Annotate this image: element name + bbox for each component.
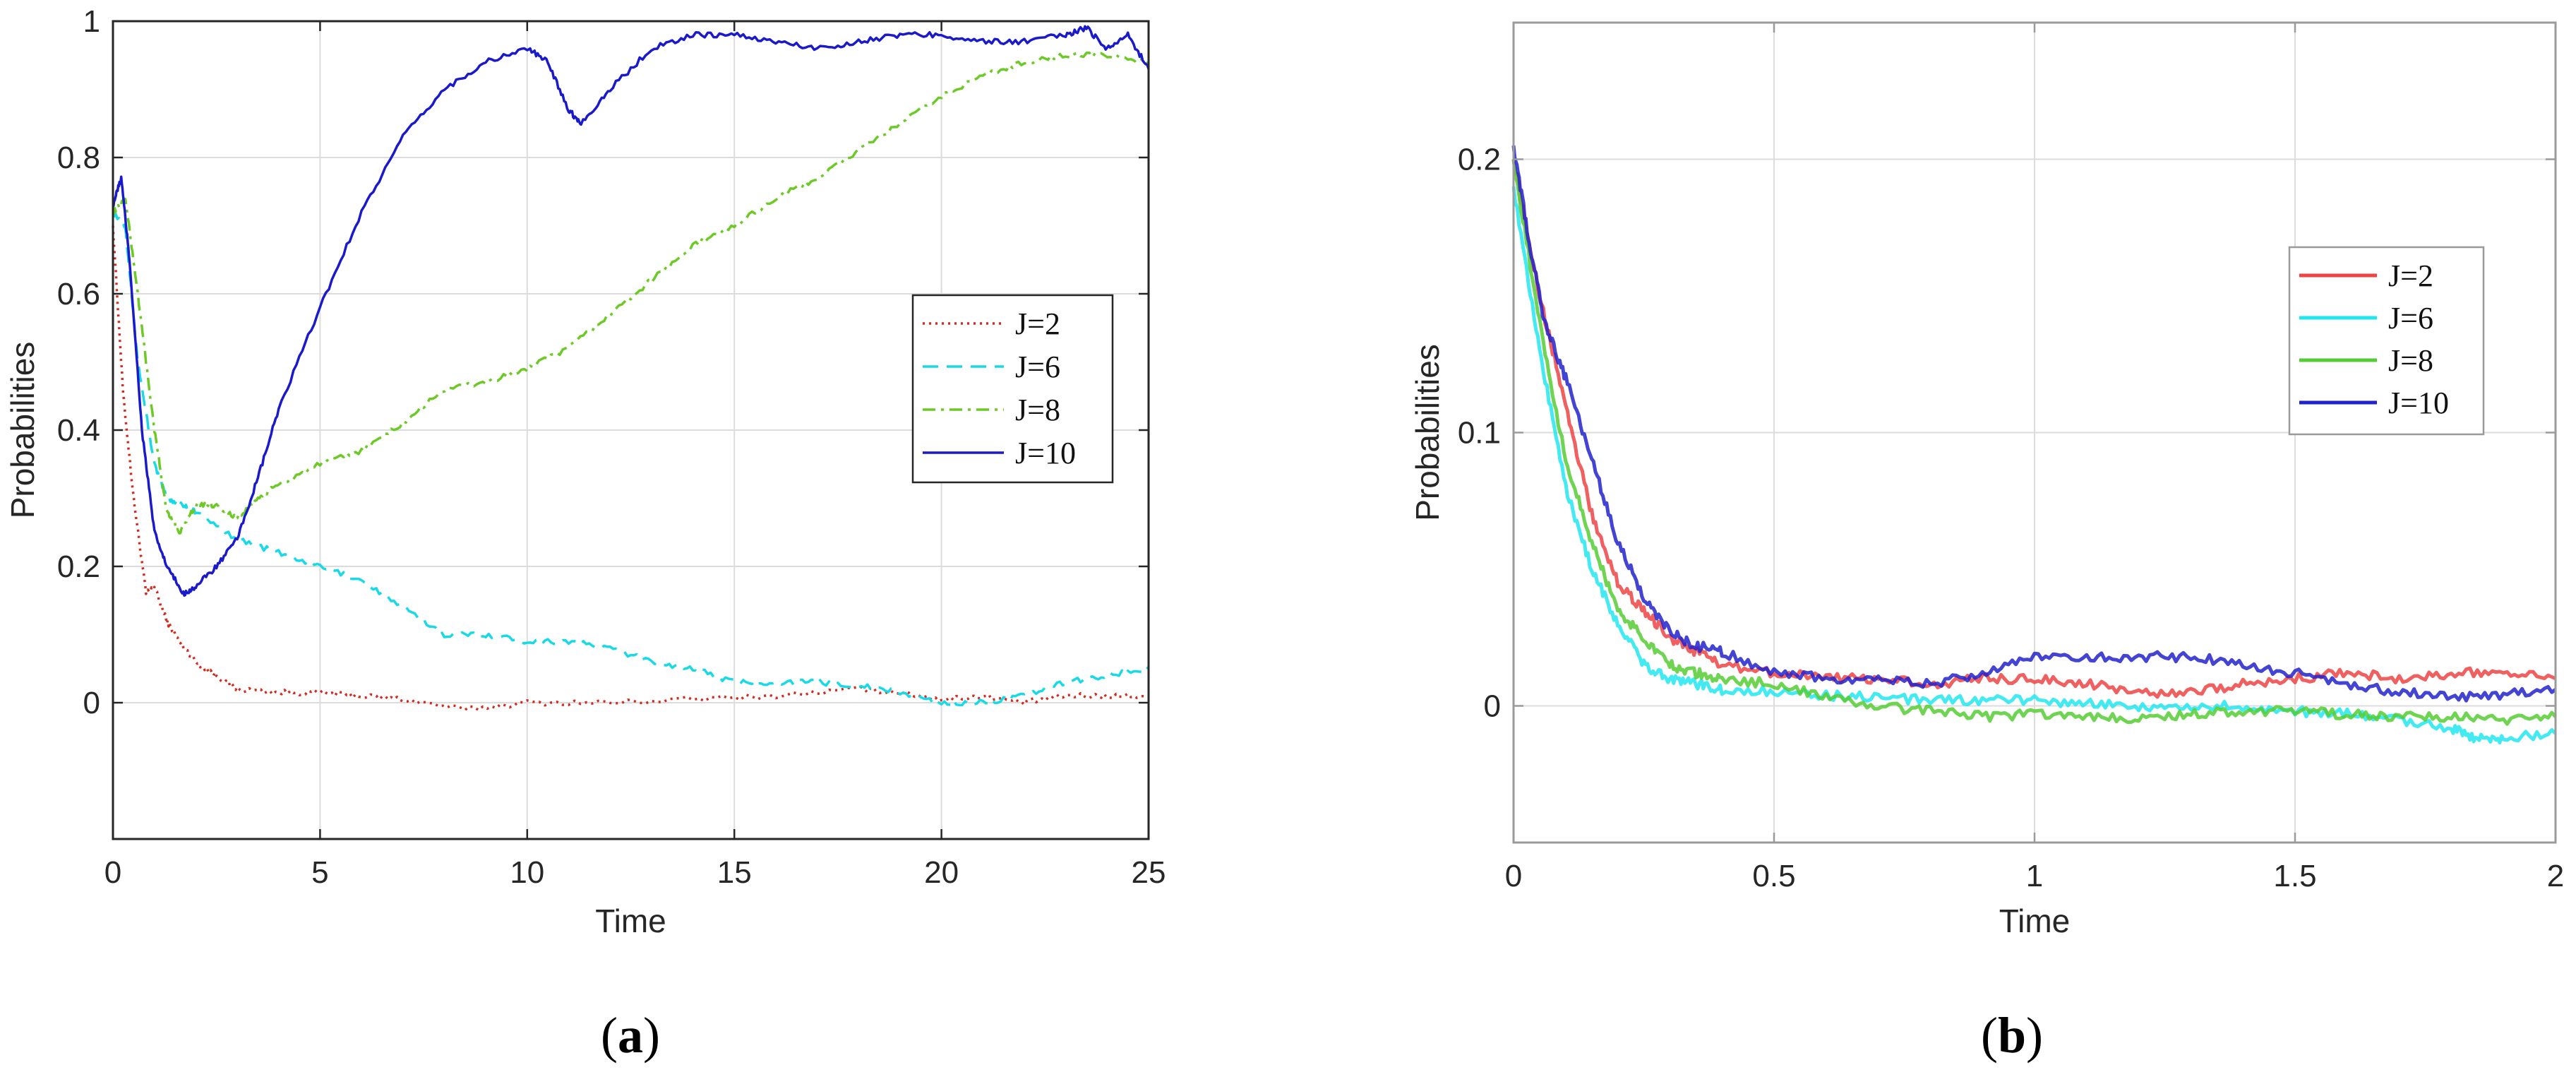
y-tick-label: 0 [1484, 689, 1501, 724]
y-tick-label: 0.4 [57, 413, 100, 448]
chart-a: 0 5 10 15 20 25 0 0.2 0.4 0.6 0.8 1 Time Probabilitie… [4, 4, 1166, 1064]
legend-label: J=2 [2388, 258, 2433, 293]
legend-box [911, 294, 1114, 484]
x-axis-label: Time [1999, 903, 2071, 939]
legend-label: J=6 [1015, 350, 1060, 384]
y-tick-label: 0.2 [1458, 143, 1501, 177]
x-axis-label: Time [595, 903, 666, 939]
legend-label: J=10 [2388, 386, 2449, 420]
legend-label: J=10 [1015, 436, 1076, 470]
series-line-j-6 [1511, 186, 2557, 745]
x-tick-label: 0.5 [1752, 859, 1795, 893]
panel-label-close: ) [2026, 1007, 2043, 1064]
x-tick-label: 1 [2026, 859, 2043, 893]
x-tick-label: 10 [510, 855, 544, 890]
chart-b: 0 0.5 1 1.5 200.10.2TimeProbabilitiesJ=2J=6J… [1409, 21, 2564, 1064]
y-tick-label: 0.1 [1458, 416, 1501, 451]
panel-label-open: ( [1981, 1007, 1998, 1064]
legend: J=2 J=6 J=8 J=10 [2288, 246, 2485, 436]
x-tick-label: 25 [1132, 855, 1166, 890]
y-tick-label: 0.8 [57, 141, 100, 175]
x-tick-label: 15 [717, 855, 752, 890]
y-tick-label: 0.2 [57, 549, 100, 584]
legend-label: J=8 [1015, 393, 1060, 427]
legend-label: J=8 [2388, 343, 2433, 378]
legend-label: J=6 [2388, 301, 2433, 335]
x-tick-label: 5 [311, 855, 328, 890]
series-line-j-8 [112, 51, 1149, 535]
y-tick-label: 1 [83, 4, 100, 39]
panel-label: (a) [601, 1007, 660, 1064]
y-tick-label: 0 [83, 686, 100, 720]
y-axis-label: Probabilities [4, 342, 41, 519]
panel-label: (b) [1981, 1007, 2043, 1064]
y-tick-label: 0.6 [57, 277, 100, 311]
series-line-j-10 [112, 25, 1150, 597]
x-tick-label: 0 [1505, 859, 1522, 893]
x-tick-label: 0 [104, 855, 121, 890]
series-line-j-2 [112, 225, 1149, 712]
x-tick-label: 1.5 [2273, 859, 2316, 893]
legend: J=2 J=6 J=8 J=10 [911, 294, 1114, 484]
panel-label-letter: b [1998, 1007, 2026, 1064]
y-axis-label: Probabilities [1409, 344, 1446, 521]
legend-label: J=2 [1015, 307, 1060, 341]
series-line-j-10 [1511, 145, 2557, 703]
panel-label-close: ) [643, 1007, 660, 1064]
series-line-j-8 [1511, 159, 2557, 726]
series-line-j-6 [112, 211, 1149, 707]
panel-label-open: ( [601, 1007, 618, 1064]
panel-label-letter: a [618, 1007, 643, 1064]
x-tick-label: 2 [2547, 859, 2564, 893]
x-tick-label: 20 [924, 855, 959, 890]
